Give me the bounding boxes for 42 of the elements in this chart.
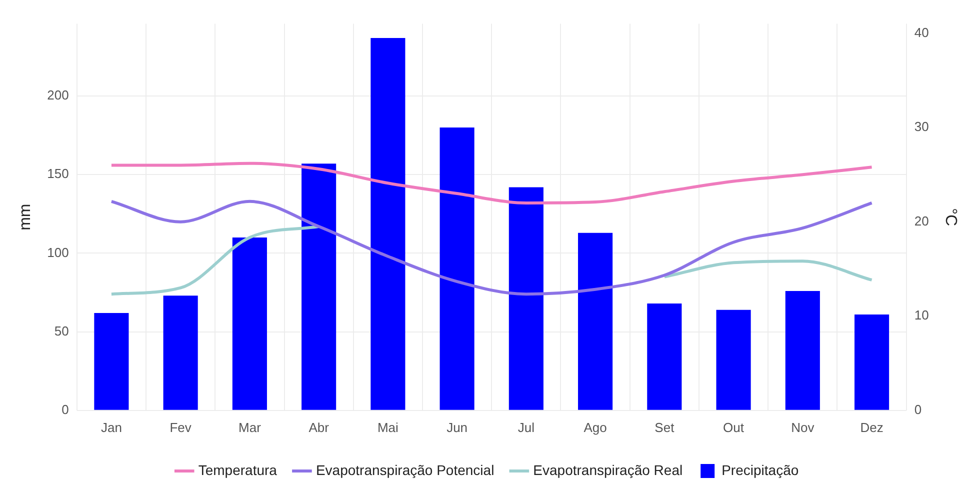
x-tick-label: Nov	[791, 420, 815, 435]
bar	[854, 314, 890, 410]
bar	[94, 312, 129, 410]
bar	[785, 290, 820, 410]
bar	[508, 187, 544, 410]
y2-axis-title: °C	[942, 208, 959, 226]
y2-tick-label: 30	[914, 119, 929, 134]
legend-label: Evapotranspiração Real	[533, 462, 683, 478]
x-tick-label: Abr	[308, 420, 330, 435]
y-tick-label: 150	[47, 166, 69, 182]
y2-tick-label: 0	[914, 402, 922, 417]
legend-label: Temperatura	[198, 462, 278, 478]
bar	[716, 310, 751, 410]
y-tick-label: 200	[47, 88, 69, 103]
bar	[163, 296, 198, 410]
x-tick-label: Jan	[100, 420, 122, 435]
bar	[440, 128, 474, 410]
y2-tick-label: 40	[914, 24, 929, 40]
y-tick-label: 50	[54, 323, 69, 338]
x-tick-label: Dez	[860, 420, 884, 435]
y-tick-label: 0	[62, 402, 69, 417]
legend-label: Evapotranspiração Potencial	[316, 462, 494, 478]
x-tick-label: Out	[723, 420, 744, 435]
legend-label: Precipitação	[722, 462, 799, 478]
bar	[232, 238, 267, 410]
x-tick-label: Jun	[446, 420, 468, 435]
bar	[578, 232, 613, 410]
x-tick-label: Ago	[584, 420, 607, 435]
line-series	[110, 200, 874, 296]
y2-tick-label: 10	[914, 308, 929, 323]
x-tick-label: Mar	[238, 420, 262, 435]
line-series	[110, 162, 874, 204]
x-tick-label: Fev	[170, 420, 192, 435]
x-tick-label: Mai	[377, 420, 399, 435]
bar	[647, 304, 682, 410]
y-axis-title: mm	[17, 204, 34, 230]
bar	[370, 38, 406, 410]
y2-tick-label: 20	[914, 213, 929, 228]
bar	[302, 164, 336, 410]
x-tick-label: Set	[654, 420, 675, 435]
x-tick-label: Jul	[518, 420, 535, 435]
y-tick-label: 100	[47, 244, 69, 260]
